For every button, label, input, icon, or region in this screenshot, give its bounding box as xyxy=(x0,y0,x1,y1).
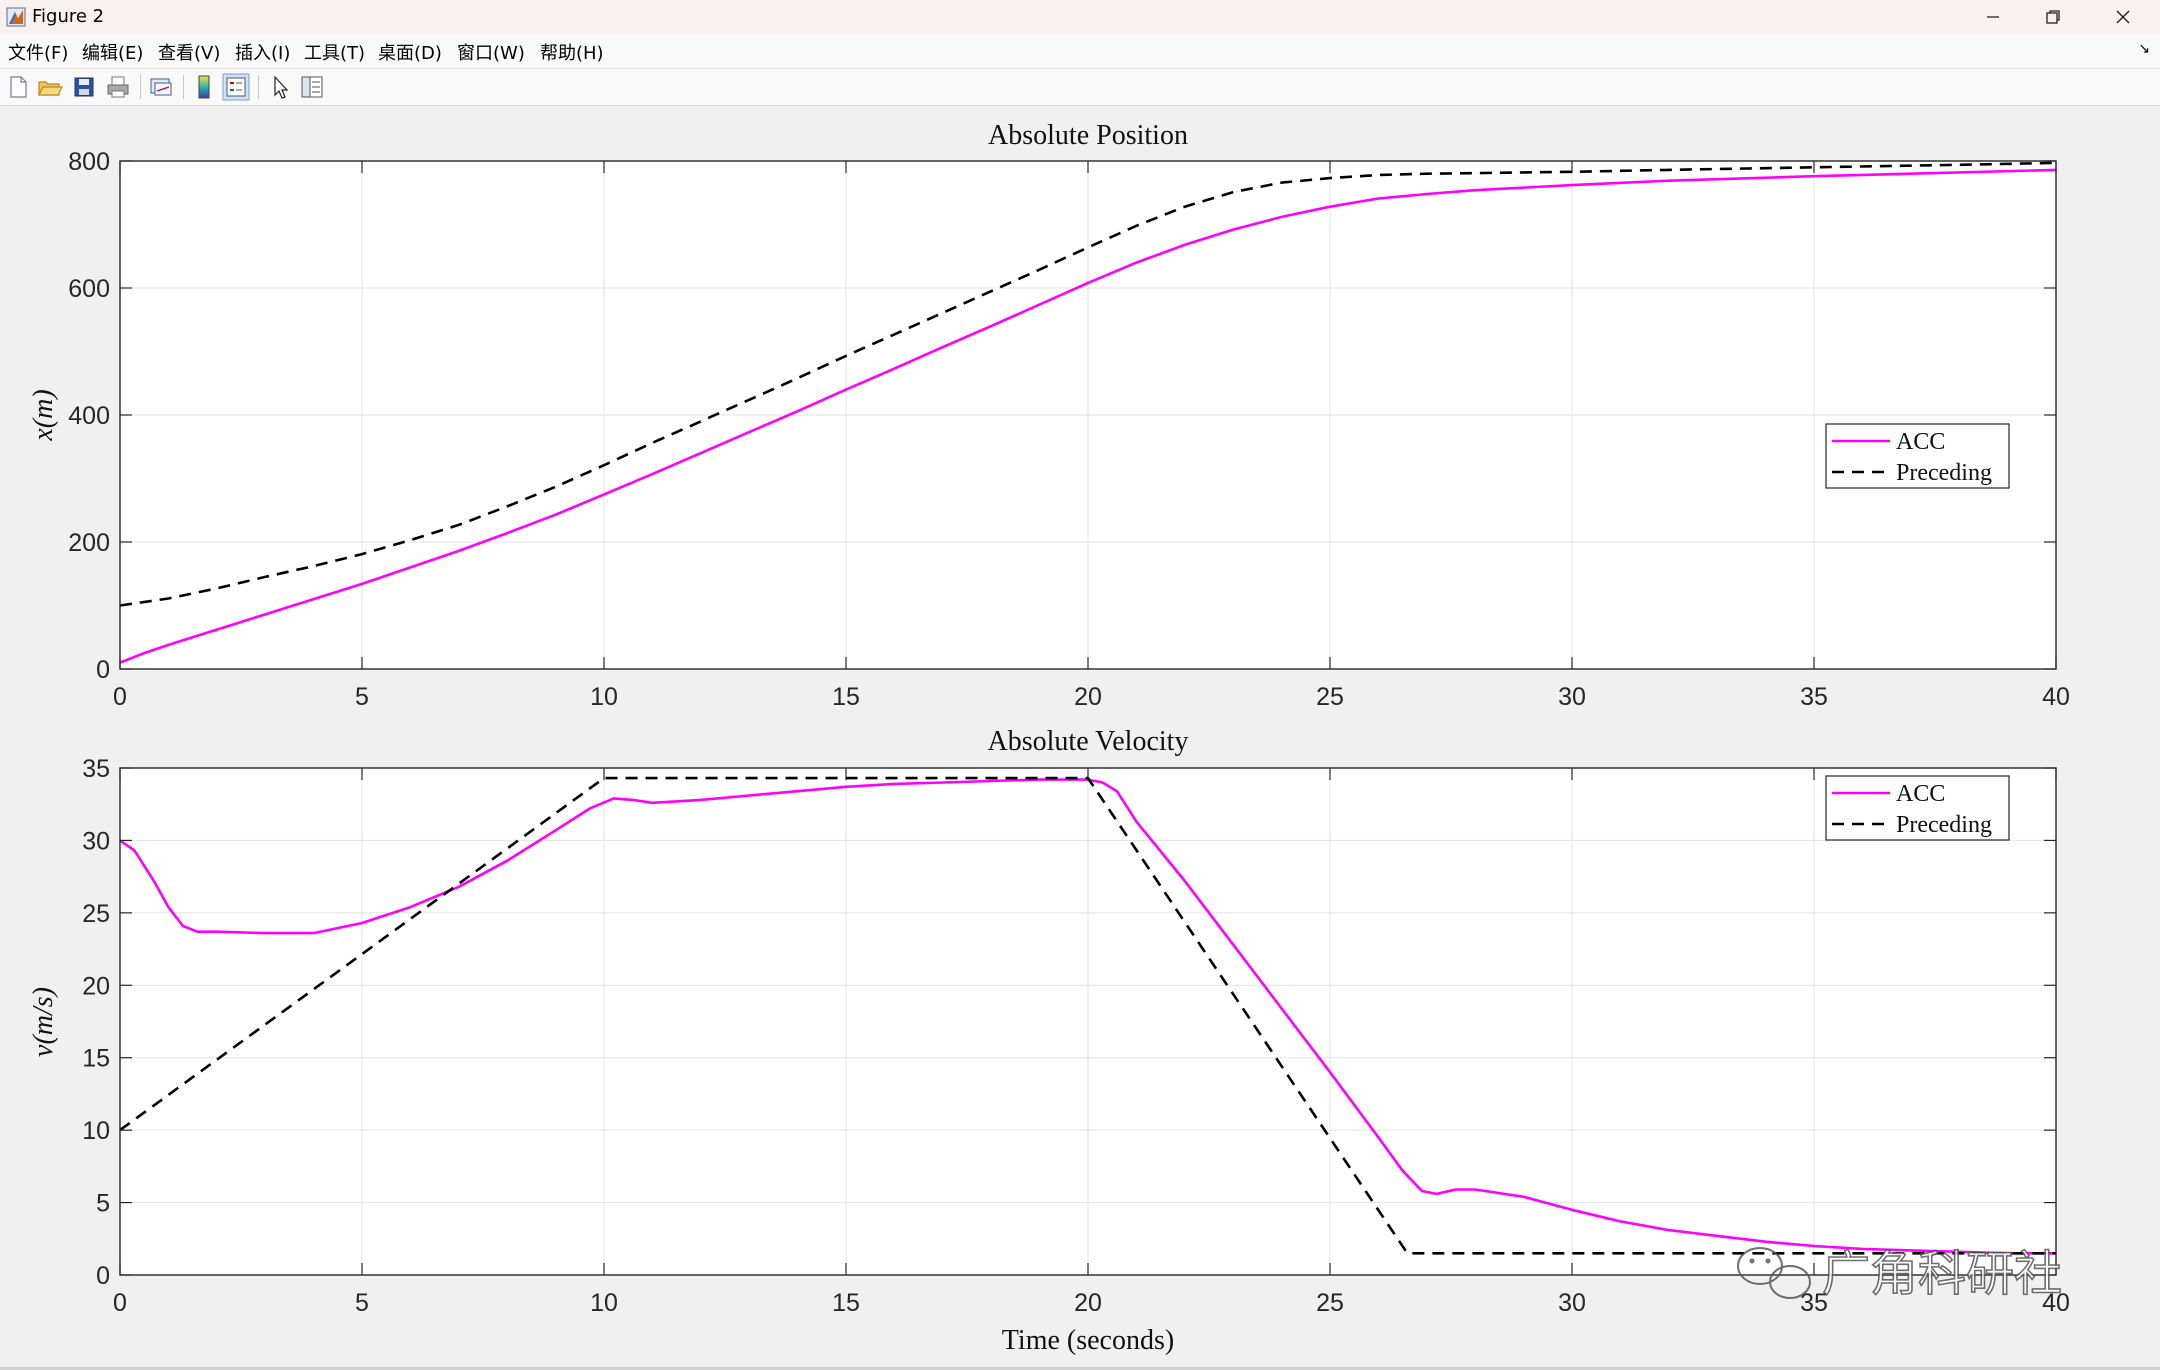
legend-icon[interactable] xyxy=(222,73,250,101)
print-icon[interactable] xyxy=(104,73,132,101)
figure-toolbar xyxy=(0,69,2160,106)
new-figure-icon[interactable] xyxy=(4,73,32,101)
series-line-preceding[interactable] xyxy=(119,161,2057,607)
menu-tools[interactable]: 工具(T) xyxy=(304,43,366,64)
y-tick-label: 600 xyxy=(68,275,110,303)
y-tick-label: 0 xyxy=(96,656,110,684)
y-tick-label: 35 xyxy=(82,755,110,783)
link-plot-icon[interactable] xyxy=(147,73,175,101)
window-title: Figure 2 xyxy=(32,6,105,27)
x-tick-label: 0 xyxy=(113,683,127,711)
x-tick-label: 15 xyxy=(832,683,860,711)
x-tick-label: 40 xyxy=(2042,683,2070,711)
close-icon xyxy=(2116,10,2130,24)
x-tick-label: 25 xyxy=(1316,1289,1344,1317)
legend-box xyxy=(1825,423,2010,489)
x-tick-label: 40 xyxy=(2042,1289,2070,1317)
x-tick-label: 30 xyxy=(1558,683,1586,711)
legend-label: ACC xyxy=(1896,429,1945,455)
legend-label: Preceding xyxy=(1896,812,1992,838)
axes-title: Absolute Position xyxy=(988,120,1188,151)
y-tick-label: 5 xyxy=(96,1190,110,1218)
property-inspector-icon[interactable] xyxy=(298,73,326,101)
y-tick-label: 20 xyxy=(82,972,110,1000)
x-tick-label: 0 xyxy=(113,1289,127,1317)
menu-edit[interactable]: 编辑(E) xyxy=(82,43,144,64)
open-file-icon[interactable] xyxy=(36,73,64,101)
x-tick-label: 35 xyxy=(1800,683,1828,711)
x-axis-label: Time (seconds) xyxy=(1002,1325,1174,1356)
y-axis-label: v(m/s) xyxy=(28,987,59,1057)
minimize-button[interactable] xyxy=(1958,0,2028,34)
x-tick-label: 10 xyxy=(590,1289,618,1317)
y-tick-label: 30 xyxy=(82,827,110,855)
close-button[interactable] xyxy=(2088,0,2158,34)
y-tick-label: 25 xyxy=(82,900,110,928)
y-tick-label: 0 xyxy=(96,1262,110,1290)
menu-bar: 文件(F) 编辑(E) 查看(V) 插入(I) 工具(T) 桌面(D) 窗口(W… xyxy=(0,34,2160,69)
menu-view[interactable]: 查看(V) xyxy=(158,43,221,64)
matlab-figure-icon xyxy=(6,7,26,27)
toolbar-separator xyxy=(140,75,141,99)
toolbar-separator xyxy=(183,75,184,99)
watermark: 广角科研社 xyxy=(1737,1245,2063,1303)
edit-plot-arrow-icon[interactable] xyxy=(266,73,294,101)
plot-lines xyxy=(119,161,2057,664)
series-line-acc[interactable] xyxy=(119,778,2056,1255)
x-tick-label: 15 xyxy=(832,1289,860,1317)
legend[interactable]: ACC Preceding xyxy=(1825,775,2010,841)
save-icon[interactable] xyxy=(70,73,98,101)
colorbar-icon[interactable] xyxy=(190,73,218,101)
series-line-acc[interactable] xyxy=(119,168,2057,664)
menu-desktop[interactable]: 桌面(D) xyxy=(378,43,442,64)
x-tick-label: 20 xyxy=(1074,683,1102,711)
x-tick-label: 30 xyxy=(1558,1289,1586,1317)
toolbar-separator xyxy=(258,75,259,99)
restore-icon xyxy=(2046,10,2060,24)
window-bottom-border xyxy=(0,1367,2160,1370)
menu-file[interactable]: 文件(F) xyxy=(8,43,69,64)
legend-box xyxy=(1825,775,2010,841)
y-tick-label: 15 xyxy=(82,1045,110,1073)
watermark-text: 广角科研社 xyxy=(1822,1246,2062,1302)
x-tick-label: 5 xyxy=(355,683,369,711)
restore-button[interactable] xyxy=(2018,0,2088,34)
x-tick-label: 5 xyxy=(355,1289,369,1317)
x-tick-label: 25 xyxy=(1316,683,1344,711)
wechat-icon xyxy=(1737,1247,1811,1299)
legend[interactable]: ACC Preceding xyxy=(1825,423,2010,489)
window-titlebar: Figure 2 xyxy=(0,0,2160,34)
x-tick-label: 10 xyxy=(590,683,618,711)
menu-help[interactable]: 帮助(H) xyxy=(540,43,604,64)
axes-title: Absolute Velocity xyxy=(988,726,1189,757)
y-tick-label: 10 xyxy=(82,1117,110,1145)
x-tick-label: 20 xyxy=(1074,1289,1102,1317)
menu-window[interactable]: 窗口(W) xyxy=(457,43,525,64)
y-tick-label: 800 xyxy=(68,148,110,176)
y-axis-label: x(m) xyxy=(28,389,59,441)
undock-arrow-icon[interactable]: ↘ xyxy=(2138,41,2150,57)
y-tick-label: 400 xyxy=(68,402,110,430)
minimize-icon xyxy=(1987,16,1999,18)
legend-label: ACC xyxy=(1896,781,1945,807)
legend-label: Preceding xyxy=(1896,460,1992,486)
y-tick-label: 200 xyxy=(68,529,110,557)
menu-insert[interactable]: 插入(I) xyxy=(235,43,291,64)
